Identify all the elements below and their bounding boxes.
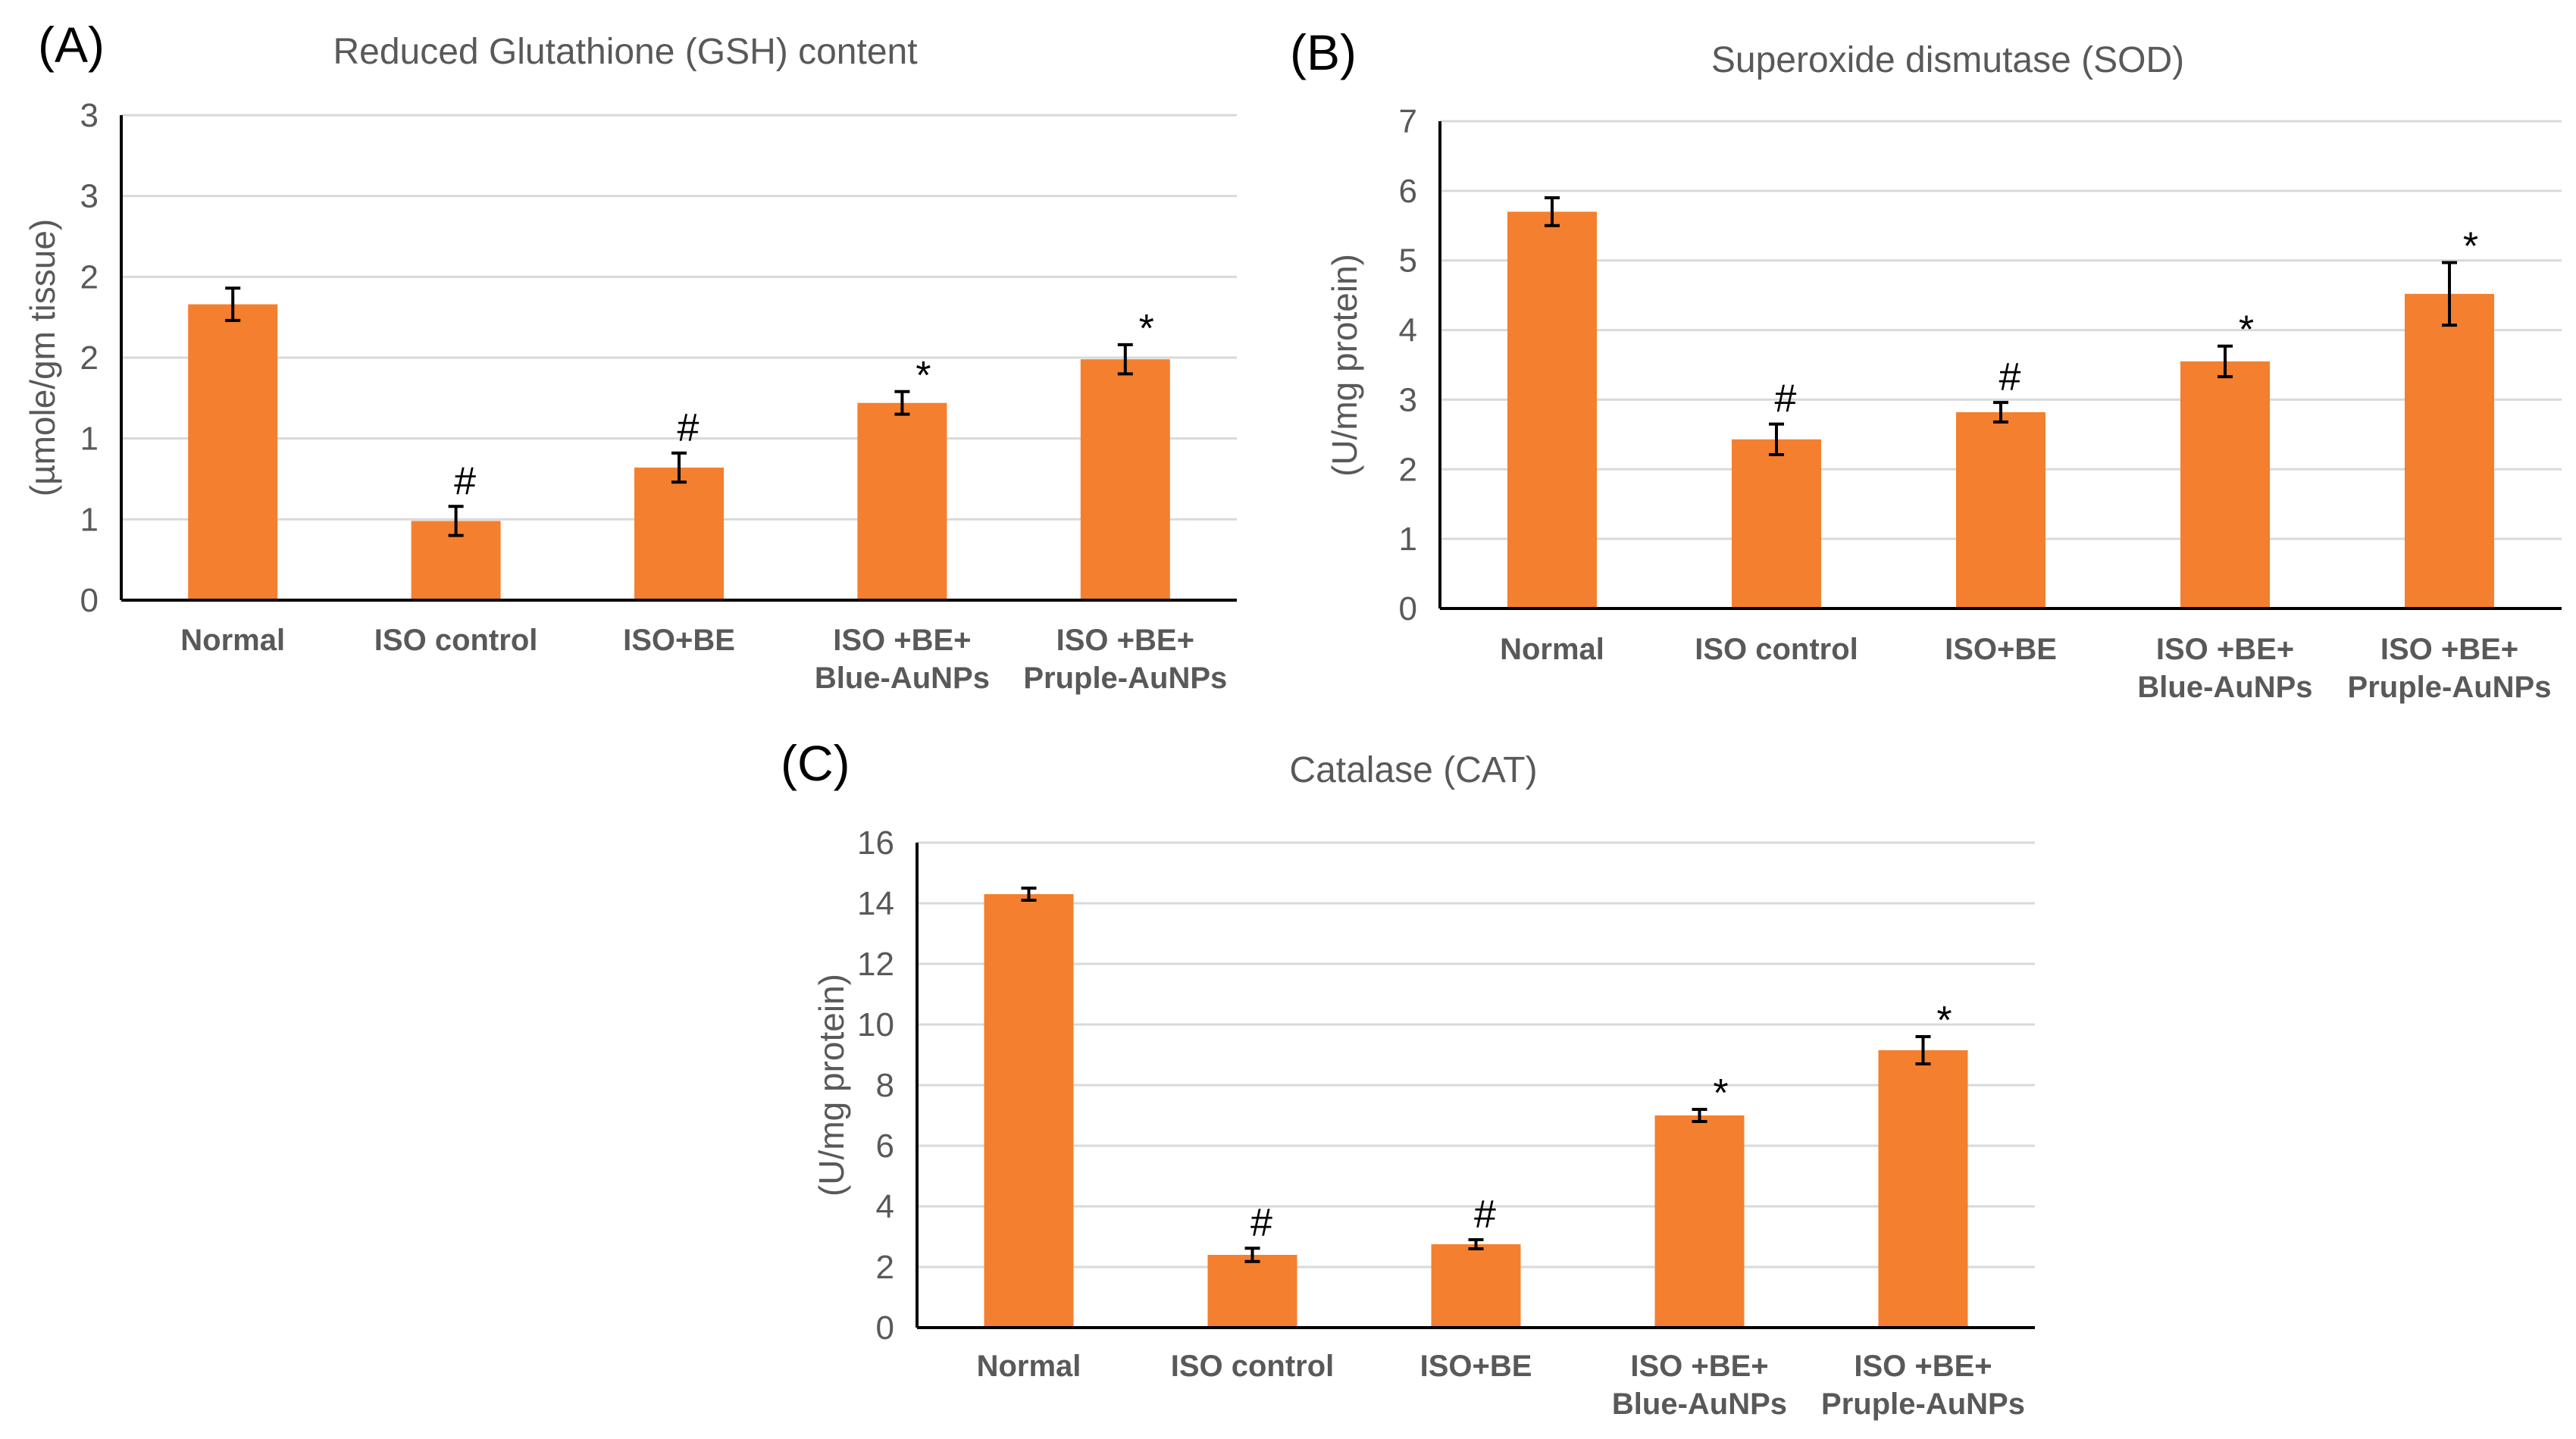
x-category-label: ISO+BE xyxy=(1420,1350,1532,1383)
chart-title: Reduced Glutathione (GSH) content xyxy=(333,32,917,72)
y-tick-label: 5 xyxy=(1399,242,1417,280)
significance-star: * xyxy=(1713,1071,1728,1115)
bar xyxy=(1207,1255,1297,1328)
x-category-label: ISO +BE+ xyxy=(1630,1350,1768,1383)
bar xyxy=(1732,439,1821,608)
y-tick-label: 2 xyxy=(1399,451,1417,488)
x-category-label: ISO control xyxy=(1171,1350,1335,1383)
significance-hash: # xyxy=(1474,1193,1496,1237)
bar xyxy=(1080,359,1170,600)
chart-panel-sod: (B) Superoxide dismutase (SOD) 0 1 2 3 4 5 6 7 (U/… xyxy=(1273,0,2576,720)
x-category-label: Blue-AuNPs xyxy=(2137,671,2312,704)
bar xyxy=(984,894,1074,1328)
y-tick-label: 4 xyxy=(876,1188,894,1225)
x-category-label: Blue-AuNPs xyxy=(1612,1387,1787,1421)
significance-hash: # xyxy=(1250,1201,1272,1245)
x-category-label: Pruple-AuNPs xyxy=(1023,662,1227,695)
bar xyxy=(1507,211,1597,608)
y-tick-label: 1 xyxy=(1399,521,1417,558)
y-tick-label: 16 xyxy=(857,824,894,862)
bar xyxy=(188,304,278,600)
y-tick-label: 14 xyxy=(857,885,894,922)
y-tick-label: 7 xyxy=(1399,103,1417,140)
significance-hash: # xyxy=(678,406,700,450)
gsh-bar-chart: (A) Reduced Glutathione (GSH) content 0 1 1 2… xyxy=(23,17,1237,695)
x-category-label: Normal xyxy=(1500,633,1604,666)
x-category-label: ISO+BE xyxy=(623,624,735,657)
sod-bar-chart: (B) Superoxide dismutase (SOD) 0 1 2 3 4 5 6 7 (U/… xyxy=(1290,24,2562,704)
y-axis-label: (U/mg protein) xyxy=(1325,254,1364,477)
y-tick-label: 3 xyxy=(1399,381,1417,418)
y-axis-label: (U/mg protein) xyxy=(812,974,851,1197)
bar xyxy=(1878,1050,1968,1328)
panel-label: (A) xyxy=(38,17,105,73)
x-category-label: ISO control xyxy=(1695,633,1858,666)
y-tick-label: 0 xyxy=(1399,590,1417,627)
y-axis-label: (µmole/gm tissue) xyxy=(23,219,62,496)
y-tick-label: 6 xyxy=(1399,173,1417,210)
y-tick-label: 8 xyxy=(876,1067,894,1104)
y-tick-label: 12 xyxy=(857,946,894,983)
y-tick-label: 3 xyxy=(80,178,99,215)
y-tick-label: 0 xyxy=(876,1309,894,1347)
x-category-label: Pruple-AuNPs xyxy=(2348,671,2552,704)
bar xyxy=(1654,1115,1745,1328)
y-tick-label: 1 xyxy=(80,501,99,538)
x-category-label: ISO+BE xyxy=(1945,633,2057,666)
chart-panel-cat: (C) Catalase (CAT) 0 2 4 6 8 10 12 14 16 (U/mg prot… xyxy=(773,727,2061,1439)
chart-title: Catalase (CAT) xyxy=(1289,750,1537,790)
y-tick-label: 2 xyxy=(80,339,99,377)
significance-hash: # xyxy=(454,459,476,503)
chart-title: Superoxide dismutase (SOD) xyxy=(1711,40,2184,80)
y-tick-label: 3 xyxy=(80,97,99,134)
bar xyxy=(2180,361,2270,608)
y-tick-label: 4 xyxy=(1399,312,1417,349)
panel-label: (B) xyxy=(1290,24,1357,80)
bar xyxy=(2405,293,2494,608)
x-category-label: Blue-AuNPs xyxy=(815,662,990,695)
cat-bar-chart: (C) Catalase (CAT) 0 2 4 6 8 10 12 14 16 (U/mg prot… xyxy=(781,735,2035,1421)
panel-label: (C) xyxy=(781,735,850,791)
x-category-label: ISO +BE+ xyxy=(2156,633,2294,666)
significance-star: * xyxy=(916,354,931,398)
bar xyxy=(634,468,724,600)
y-tick-label: 2 xyxy=(876,1249,894,1286)
significance-star: * xyxy=(1139,307,1154,351)
x-category-label: Normal xyxy=(977,1350,1081,1383)
bar xyxy=(1431,1244,1521,1328)
significance-star: * xyxy=(1936,999,1952,1043)
significance-hash: # xyxy=(1999,355,2021,399)
y-tick-label: 2 xyxy=(80,258,99,296)
y-tick-label: 10 xyxy=(857,1006,894,1043)
chart-panel-gsh: (A) Reduced Glutathione (GSH) content 0 1 1 2… xyxy=(0,0,1258,712)
y-tick-label: 6 xyxy=(876,1128,894,1165)
bar xyxy=(1956,411,2045,608)
significance-star: * xyxy=(2239,308,2254,352)
y-tick-label: 1 xyxy=(80,421,99,458)
significance-star: * xyxy=(2463,224,2478,268)
x-category-label: ISO +BE+ xyxy=(833,624,971,657)
x-category-label: ISO +BE+ xyxy=(1056,624,1194,657)
x-category-label: ISO +BE+ xyxy=(2380,633,2518,666)
significance-hash: # xyxy=(1775,377,1797,421)
x-category-label: ISO control xyxy=(374,624,538,657)
y-tick-label: 0 xyxy=(80,582,99,619)
x-category-label: ISO +BE+ xyxy=(1854,1350,1992,1383)
x-category-label: Normal xyxy=(180,624,285,657)
x-category-label: Pruple-AuNPs xyxy=(1821,1387,2025,1421)
bar xyxy=(857,402,947,600)
